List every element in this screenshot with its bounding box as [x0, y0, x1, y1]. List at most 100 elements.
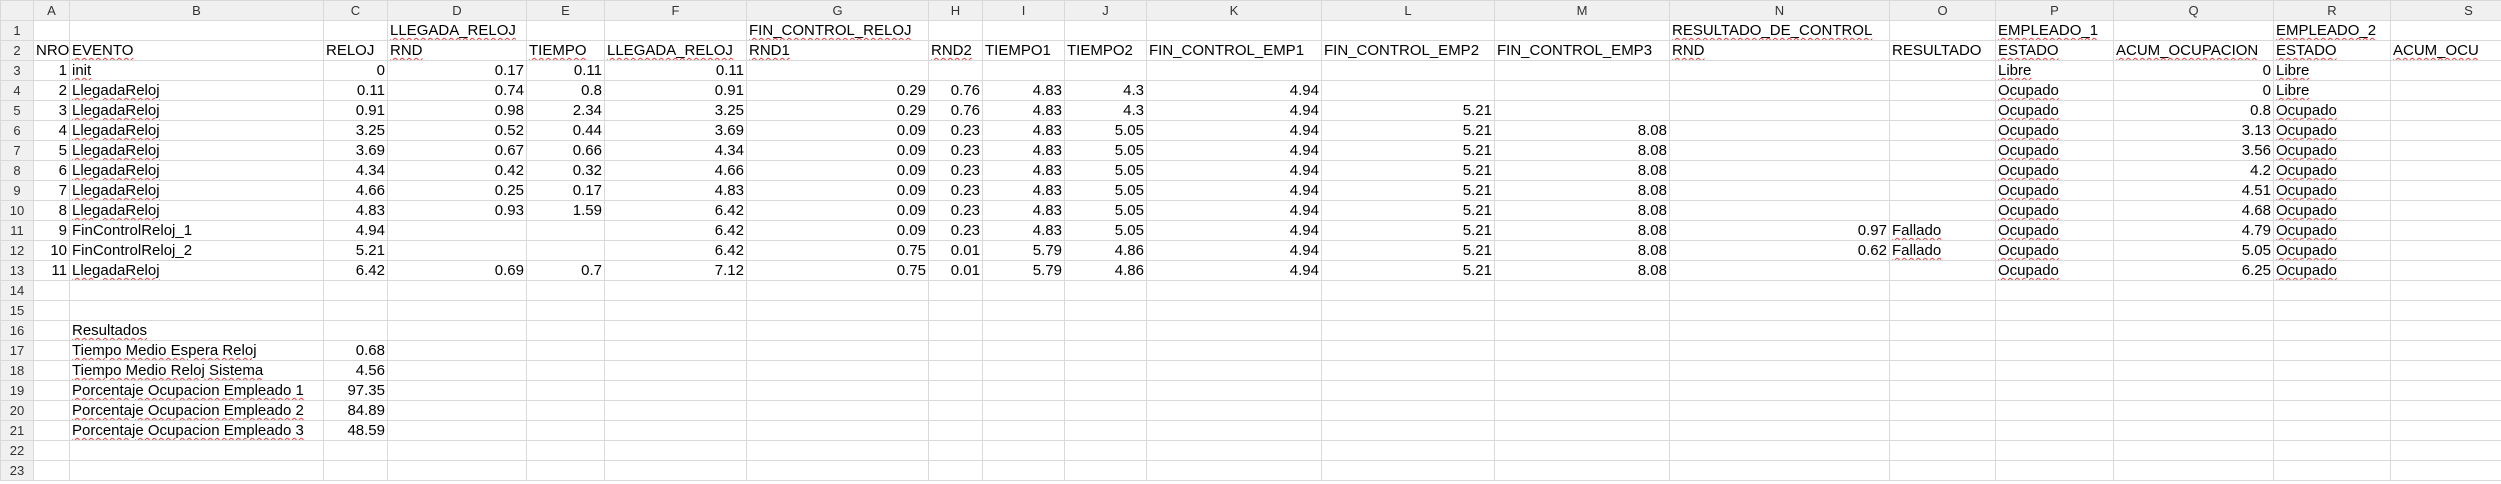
cell-d15[interactable]	[387, 300, 527, 321]
cell-f3[interactable]: 0.11	[604, 60, 747, 81]
cell-h18[interactable]	[928, 360, 983, 381]
cell-m21[interactable]	[1494, 420, 1670, 441]
cell-f2[interactable]: LLEGADA_RELOJ	[604, 40, 747, 61]
cell-s16[interactable]	[2390, 320, 2501, 341]
cell-e22[interactable]	[526, 440, 605, 461]
cell-r14[interactable]	[2273, 280, 2391, 301]
cell-l4[interactable]	[1321, 80, 1495, 101]
cell-d14[interactable]	[387, 280, 527, 301]
cell-o1[interactable]	[1889, 20, 1996, 41]
cell-k17[interactable]	[1146, 340, 1322, 361]
cell-b17[interactable]: Tiempo Medio Espera Reloj	[69, 340, 324, 361]
row-header-5[interactable]: 5	[0, 100, 34, 121]
column-header-h[interactable]: H	[928, 0, 983, 21]
cell-r22[interactable]	[2273, 440, 2391, 461]
cell-d2[interactable]: RND	[387, 40, 527, 61]
cell-e3[interactable]: 0.11	[526, 60, 605, 81]
cell-i19[interactable]	[982, 380, 1065, 401]
row-header-3[interactable]: 3	[0, 60, 34, 81]
cell-m7[interactable]: 8.08	[1494, 140, 1670, 161]
cell-f14[interactable]	[604, 280, 747, 301]
cell-o18[interactable]	[1889, 360, 1996, 381]
cell-s19[interactable]	[2390, 380, 2501, 401]
cell-l7[interactable]: 5.21	[1321, 140, 1495, 161]
cell-k21[interactable]	[1146, 420, 1322, 441]
cell-d21[interactable]	[387, 420, 527, 441]
cell-s23[interactable]	[2390, 460, 2501, 481]
cell-c16[interactable]	[323, 320, 388, 341]
cell-j1[interactable]	[1064, 20, 1147, 41]
cell-p16[interactable]	[1995, 320, 2114, 341]
cell-r23[interactable]	[2273, 460, 2391, 481]
cell-s10[interactable]	[2390, 200, 2501, 221]
cell-k4[interactable]: 4.94	[1146, 80, 1322, 101]
cell-a23[interactable]	[33, 460, 70, 481]
cell-h13[interactable]: 0.01	[928, 260, 983, 281]
cell-n19[interactable]	[1669, 380, 1890, 401]
cell-k13[interactable]: 4.94	[1146, 260, 1322, 281]
cell-l23[interactable]	[1321, 460, 1495, 481]
cell-g21[interactable]	[746, 420, 929, 441]
cell-d19[interactable]	[387, 380, 527, 401]
cell-k3[interactable]	[1146, 60, 1322, 81]
cell-a11[interactable]: 9	[33, 220, 70, 241]
cell-d6[interactable]: 0.52	[387, 120, 527, 141]
cell-a14[interactable]	[33, 280, 70, 301]
cell-c9[interactable]: 4.66	[323, 180, 388, 201]
cell-r6[interactable]: Ocupado	[2273, 120, 2391, 141]
cell-b6[interactable]: LlegadaReloj	[69, 120, 324, 141]
cell-a3[interactable]: 1	[33, 60, 70, 81]
cell-m23[interactable]	[1494, 460, 1670, 481]
cell-b3[interactable]: init	[69, 60, 324, 81]
cell-j6[interactable]: 5.05	[1064, 120, 1147, 141]
cell-h12[interactable]: 0.01	[928, 240, 983, 261]
cell-j13[interactable]: 4.86	[1064, 260, 1147, 281]
cell-p1[interactable]: EMPLEADO_1	[1995, 20, 2114, 41]
cell-f15[interactable]	[604, 300, 747, 321]
cell-j23[interactable]	[1064, 460, 1147, 481]
cell-j10[interactable]: 5.05	[1064, 200, 1147, 221]
cell-l21[interactable]	[1321, 420, 1495, 441]
cell-h16[interactable]	[928, 320, 983, 341]
cell-d3[interactable]: 0.17	[387, 60, 527, 81]
cell-r11[interactable]: Ocupado	[2273, 220, 2391, 241]
cell-m22[interactable]	[1494, 440, 1670, 461]
cell-d17[interactable]	[387, 340, 527, 361]
cell-a18[interactable]	[33, 360, 70, 381]
cell-k5[interactable]: 4.94	[1146, 100, 1322, 121]
cell-g13[interactable]: 0.75	[746, 260, 929, 281]
cell-d22[interactable]	[387, 440, 527, 461]
cell-r9[interactable]: Ocupado	[2273, 180, 2391, 201]
row-header-7[interactable]: 7	[0, 140, 34, 161]
column-header-s[interactable]: S	[2390, 0, 2501, 21]
cell-f17[interactable]	[604, 340, 747, 361]
cell-q18[interactable]	[2113, 360, 2274, 381]
cell-b11[interactable]: FinControlReloj_1	[69, 220, 324, 241]
cell-g15[interactable]	[746, 300, 929, 321]
cell-l16[interactable]	[1321, 320, 1495, 341]
cell-s15[interactable]	[2390, 300, 2501, 321]
cell-g1[interactable]: FIN_CONTROL_RELOJ	[746, 20, 929, 41]
cell-h19[interactable]	[928, 380, 983, 401]
cell-p7[interactable]: Ocupado	[1995, 140, 2114, 161]
cell-r13[interactable]: Ocupado	[2273, 260, 2391, 281]
cell-d13[interactable]: 0.69	[387, 260, 527, 281]
cell-g8[interactable]: 0.09	[746, 160, 929, 181]
cell-a9[interactable]: 7	[33, 180, 70, 201]
cell-p4[interactable]: Ocupado	[1995, 80, 2114, 101]
row-header-8[interactable]: 8	[0, 160, 34, 181]
cell-d12[interactable]	[387, 240, 527, 261]
cell-i9[interactable]: 4.83	[982, 180, 1065, 201]
cell-p21[interactable]	[1995, 420, 2114, 441]
cell-l8[interactable]: 5.21	[1321, 160, 1495, 181]
cell-p15[interactable]	[1995, 300, 2114, 321]
cell-h22[interactable]	[928, 440, 983, 461]
cell-m11[interactable]: 8.08	[1494, 220, 1670, 241]
cell-a8[interactable]: 6	[33, 160, 70, 181]
cell-b20[interactable]: Porcentaje Ocupacion Empleado 2	[69, 400, 324, 421]
cell-e2[interactable]: TIEMPO	[526, 40, 605, 61]
cell-h14[interactable]	[928, 280, 983, 301]
cell-b8[interactable]: LlegadaReloj	[69, 160, 324, 181]
cell-f13[interactable]: 7.12	[604, 260, 747, 281]
cell-d16[interactable]	[387, 320, 527, 341]
